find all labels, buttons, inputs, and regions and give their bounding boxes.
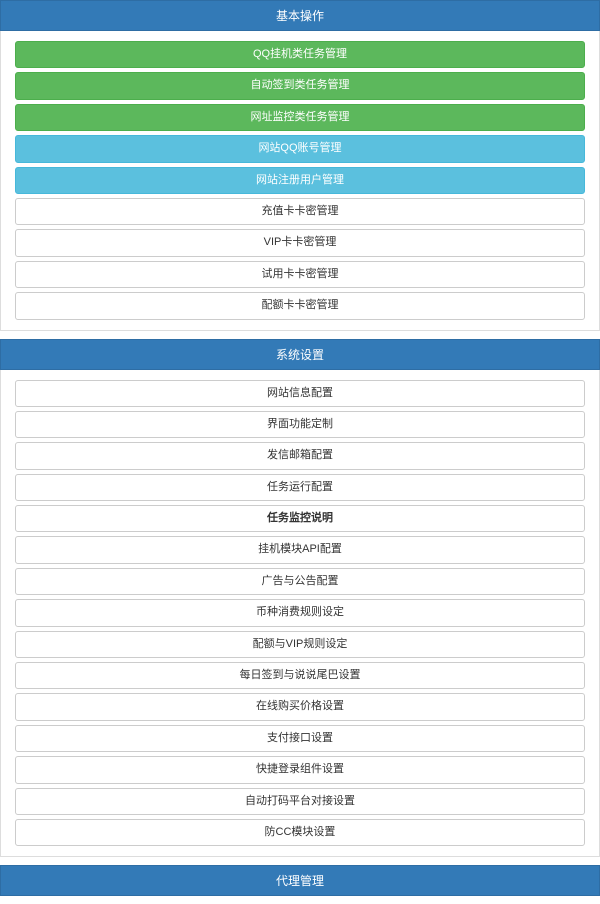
panel-header: 系统设置 — [0, 339, 600, 370]
menu-item[interactable]: VIP卡卡密管理 — [15, 229, 585, 256]
panel-header: 基本操作 — [0, 0, 600, 31]
panel-section: 代理管理 — [0, 865, 600, 896]
menu-item[interactable]: 防CC模块设置 — [15, 819, 585, 846]
menu-item[interactable]: 每日签到与说说尾巴设置 — [15, 662, 585, 689]
panel-header: 代理管理 — [0, 865, 600, 896]
menu-item[interactable]: 自动打码平台对接设置 — [15, 788, 585, 815]
panel-section: 基本操作QQ挂机类任务管理自动签到类任务管理网址监控类任务管理网站QQ账号管理网… — [0, 0, 600, 331]
menu-item[interactable]: 发信邮箱配置 — [15, 442, 585, 469]
panel-section: 系统设置网站信息配置界面功能定制发信邮箱配置任务运行配置任务监控说明挂机模块AP… — [0, 339, 600, 858]
menu-item[interactable]: 配额与VIP规则设定 — [15, 631, 585, 658]
menu-item[interactable]: 网站QQ账号管理 — [15, 135, 585, 162]
panel-body: 网站信息配置界面功能定制发信邮箱配置任务运行配置任务监控说明挂机模块API配置广… — [0, 370, 600, 858]
menu-item[interactable]: 任务运行配置 — [15, 474, 585, 501]
menu-item[interactable]: 试用卡卡密管理 — [15, 261, 585, 288]
menu-item[interactable]: QQ挂机类任务管理 — [15, 41, 585, 68]
menu-item[interactable]: 配额卡卡密管理 — [15, 292, 585, 319]
menu-item[interactable]: 在线购买价格设置 — [15, 693, 585, 720]
menu-item[interactable]: 币种消费规则设定 — [15, 599, 585, 626]
menu-item[interactable]: 充值卡卡密管理 — [15, 198, 585, 225]
admin-menu-root: 基本操作QQ挂机类任务管理自动签到类任务管理网址监控类任务管理网站QQ账号管理网… — [0, 0, 600, 896]
menu-item[interactable]: 任务监控说明 — [15, 505, 585, 532]
menu-item[interactable]: 挂机模块API配置 — [15, 536, 585, 563]
menu-item[interactable]: 自动签到类任务管理 — [15, 72, 585, 99]
menu-item[interactable]: 支付接口设置 — [15, 725, 585, 752]
menu-item[interactable]: 界面功能定制 — [15, 411, 585, 438]
panel-body: QQ挂机类任务管理自动签到类任务管理网址监控类任务管理网站QQ账号管理网站注册用… — [0, 31, 600, 331]
menu-item[interactable]: 网址监控类任务管理 — [15, 104, 585, 131]
menu-item[interactable]: 网站注册用户管理 — [15, 167, 585, 194]
menu-item[interactable]: 网站信息配置 — [15, 380, 585, 407]
menu-item[interactable]: 快捷登录组件设置 — [15, 756, 585, 783]
